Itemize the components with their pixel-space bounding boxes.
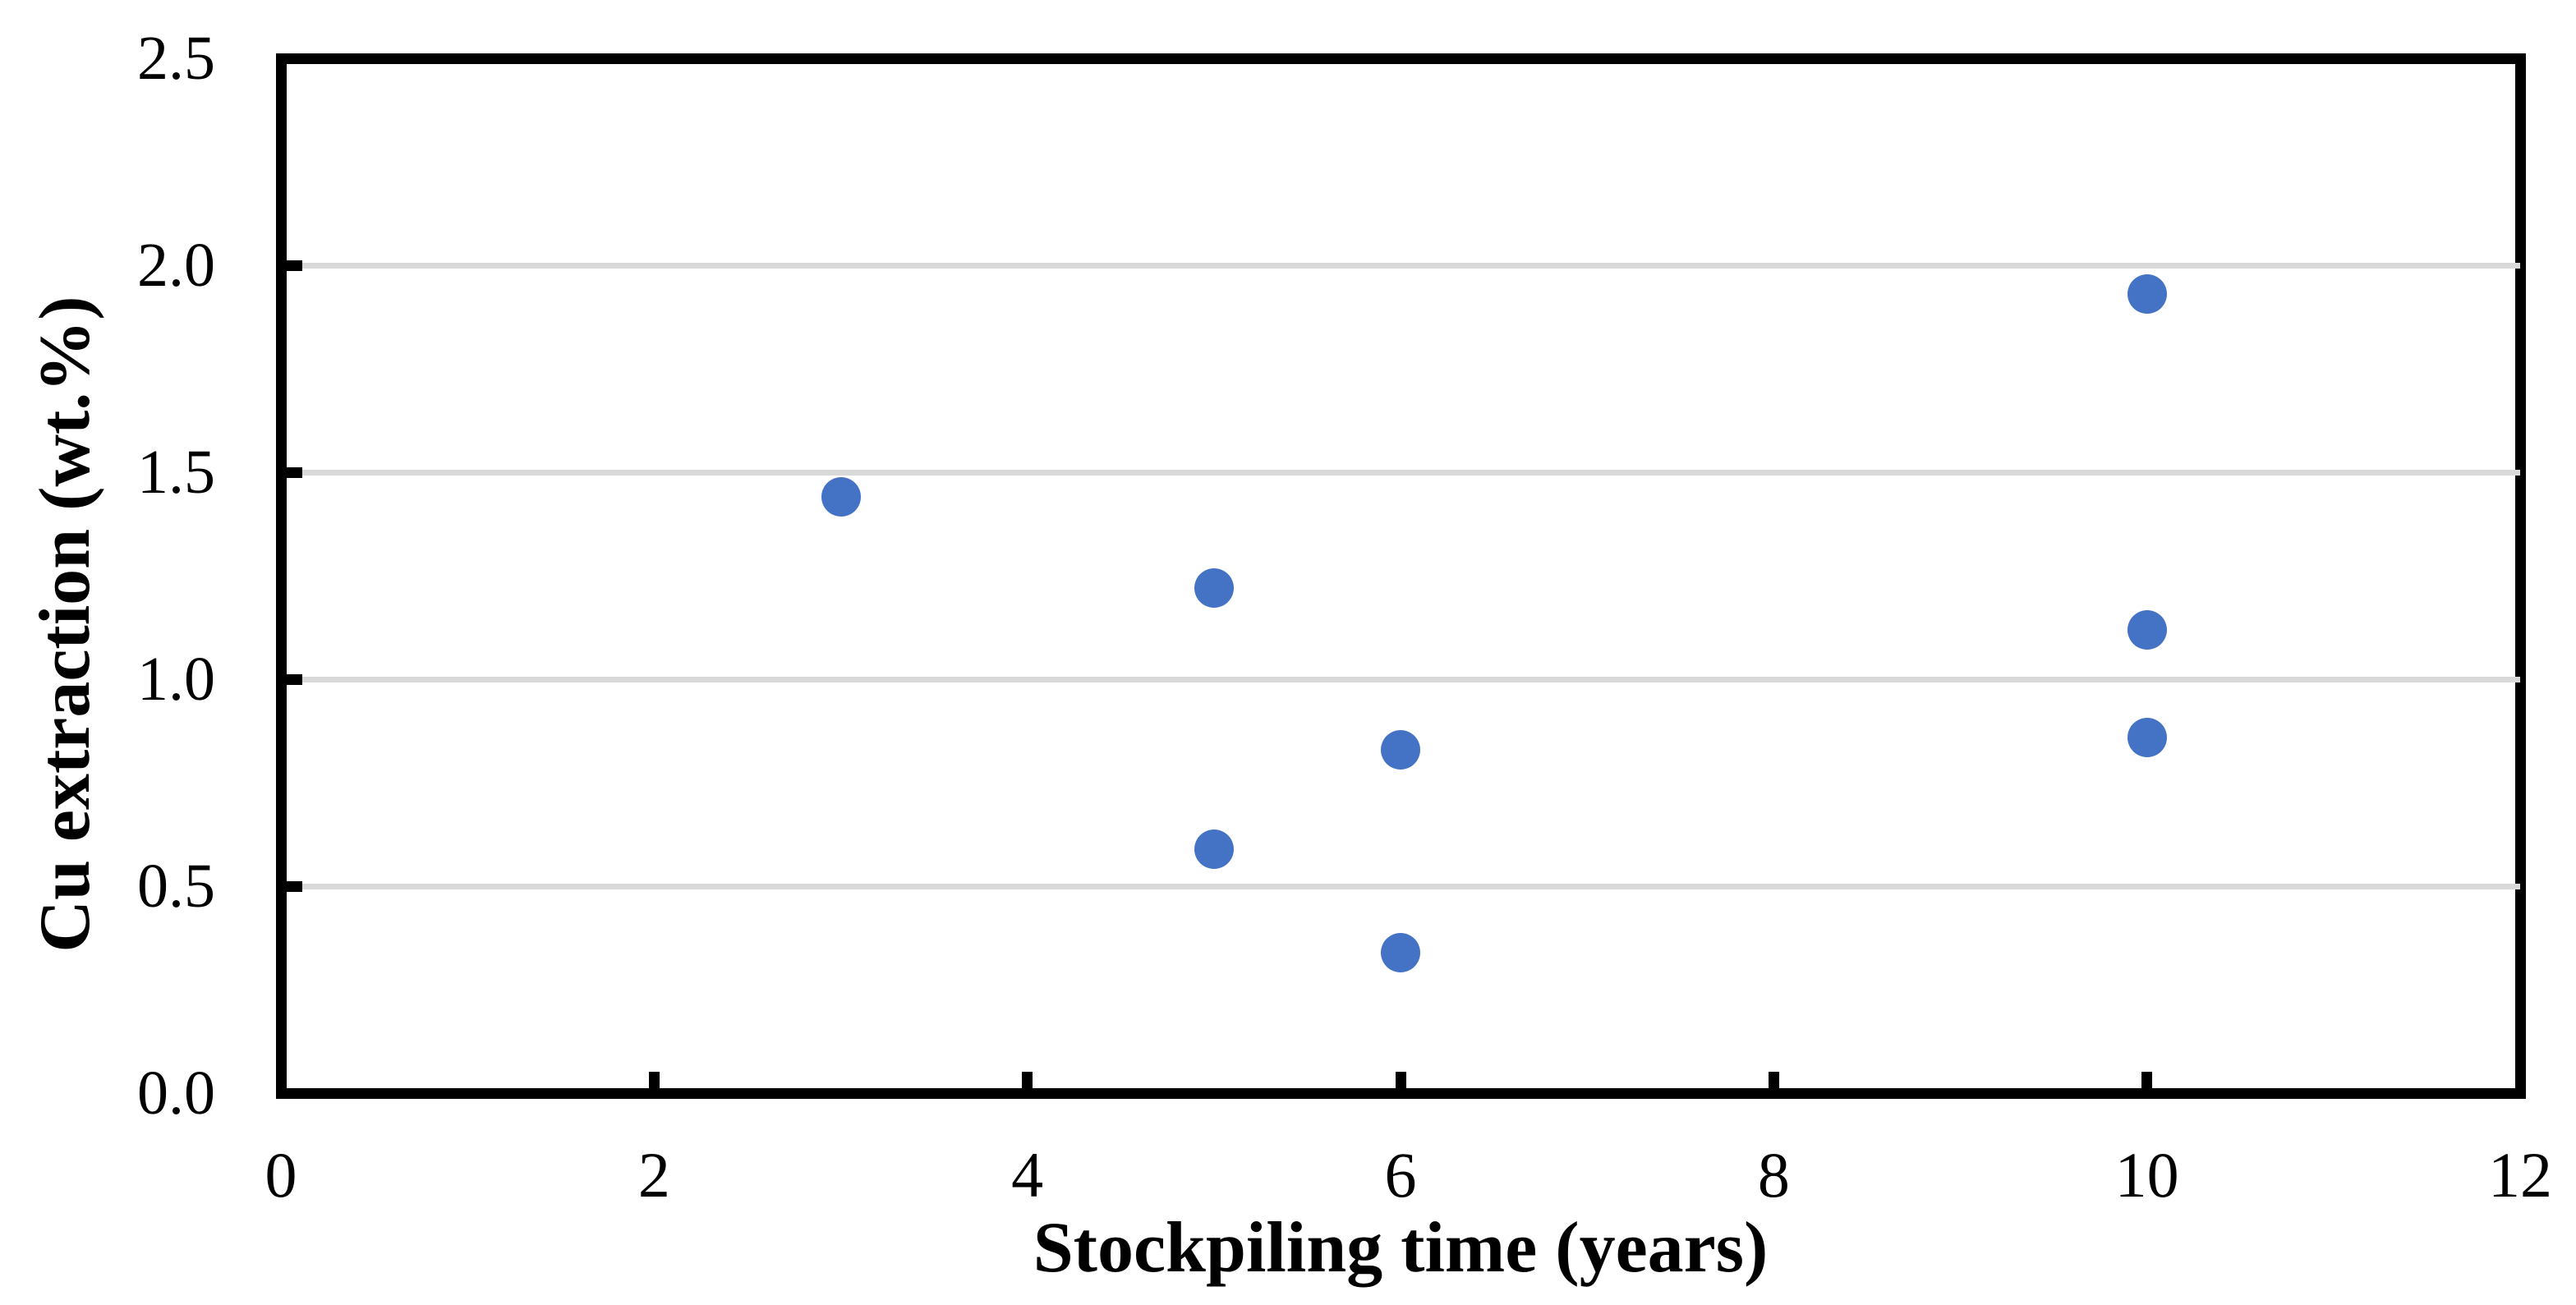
y-tick-label-2.5: 2.5 (137, 24, 215, 93)
x-axis-tick-6 (1395, 1072, 1406, 1093)
x-tick-label-10: 10 (2114, 1139, 2179, 1211)
data-point (2127, 609, 2167, 650)
y-axis-tick-1.5 (281, 466, 302, 478)
x-tick-label-0: 0 (264, 1139, 297, 1211)
y-axis-tick-2.0 (281, 260, 302, 271)
x-axis-title: Stockpiling time (years) (1033, 1208, 1769, 1288)
plot-frame (275, 53, 2526, 1099)
x-axis-tick-8 (1768, 1072, 1779, 1093)
y-axis-tick-1.0 (281, 673, 302, 685)
x-axis-tick-4 (1022, 1072, 1033, 1093)
plot-area (281, 58, 2520, 1093)
data-point (2127, 717, 2167, 757)
y-tick-label-1.5: 1.5 (137, 438, 215, 507)
y-tick-label-1.0: 1.0 (137, 645, 215, 714)
gridline-y-1.0 (281, 676, 2520, 682)
x-tick-label-4: 4 (1011, 1139, 1044, 1211)
y-tick-label-2.0: 2.0 (137, 231, 215, 300)
x-tick-label-2: 2 (637, 1139, 670, 1211)
data-point (821, 477, 861, 517)
y-axis-tick-0.5 (281, 880, 302, 892)
x-tick-label-6: 6 (1384, 1139, 1417, 1211)
data-point (1194, 829, 1234, 869)
gridline-y-0.5 (281, 883, 2520, 889)
x-axis-tick-10 (2141, 1072, 2153, 1093)
x-tick-label-12: 12 (2488, 1139, 2552, 1211)
data-point (1381, 729, 1420, 770)
data-point (1381, 932, 1420, 972)
x-tick-label-8: 8 (1757, 1139, 1790, 1211)
y-tick-label-0.5: 0.5 (137, 852, 215, 921)
x-axis-tick-2 (648, 1072, 660, 1093)
gridline-y-1.5 (281, 469, 2520, 476)
data-point (1194, 568, 1234, 609)
gridline-y-2.0 (281, 262, 2520, 269)
y-tick-label-0.0: 0.0 (137, 1059, 215, 1128)
data-point (2127, 274, 2167, 315)
